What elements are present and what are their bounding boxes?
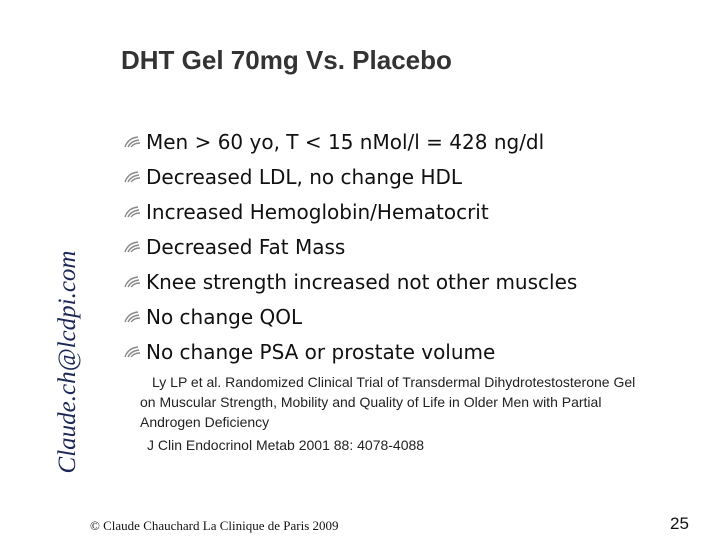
- reference-line: J Clin Endocrinol Metab 2001 88: 4078-40…: [147, 437, 425, 453]
- bullet-icon: [124, 205, 141, 217]
- reference: Ly LP et al. Randomized Clinical Trial o…: [140, 372, 700, 455]
- bullet-text: Increased Hemoglobin/Hematocrit: [146, 199, 489, 224]
- bullet-item: Increased Hemoglobin/Hematocrit: [122, 194, 577, 229]
- bullet-text: Knee strength increased not other muscle…: [146, 269, 578, 294]
- bullet-list: Men > 60 yo, T < 15 nMol/l = 428 ng/dl De…: [122, 124, 577, 369]
- bullet-item: Knee strength increased not other muscle…: [122, 264, 577, 299]
- bullet-text: No change PSA or prostate volume: [146, 339, 496, 364]
- bullet-icon: [124, 275, 141, 287]
- bullet-item: Decreased Fat Mass: [122, 229, 577, 264]
- bullet-icon: [124, 240, 141, 252]
- reference-line: on Muscular Strength, Mobility and Quali…: [140, 394, 602, 410]
- footer: © Claude Chauchard La Clinique de Paris …: [90, 518, 339, 533]
- reference-line: Androgen Deficiency: [140, 414, 270, 430]
- bullet-text: Decreased LDL, no change HDL: [146, 164, 463, 189]
- bullet-icon: [124, 310, 141, 322]
- bullet-item: No change PSA or prostate volume: [122, 334, 577, 369]
- bullet-item: Men > 60 yo, T < 15 nMol/l = 428 ng/dl: [122, 124, 577, 159]
- reference-line: Ly LP et al. Randomized Clinical Trial o…: [152, 374, 636, 390]
- slide-title: DHT Gel 70mg Vs. Placebo: [121, 45, 452, 75]
- bullet-text: Men > 60 yo, T < 15 nMol/l = 428 ng/dl: [146, 129, 545, 154]
- bullet-text: No change QOL: [146, 304, 303, 329]
- bullet-icon: [124, 135, 141, 147]
- bullet-item: Decreased LDL, no change HDL: [122, 159, 577, 194]
- bullet-icon: [124, 170, 141, 182]
- bullet-icon: [124, 345, 141, 357]
- watermark: Claude.ch@lcdpi.com: [54, 250, 81, 474]
- page-number: 25: [670, 514, 689, 533]
- bullet-item: No change QOL: [122, 299, 577, 334]
- bullet-text: Decreased Fat Mass: [146, 234, 346, 259]
